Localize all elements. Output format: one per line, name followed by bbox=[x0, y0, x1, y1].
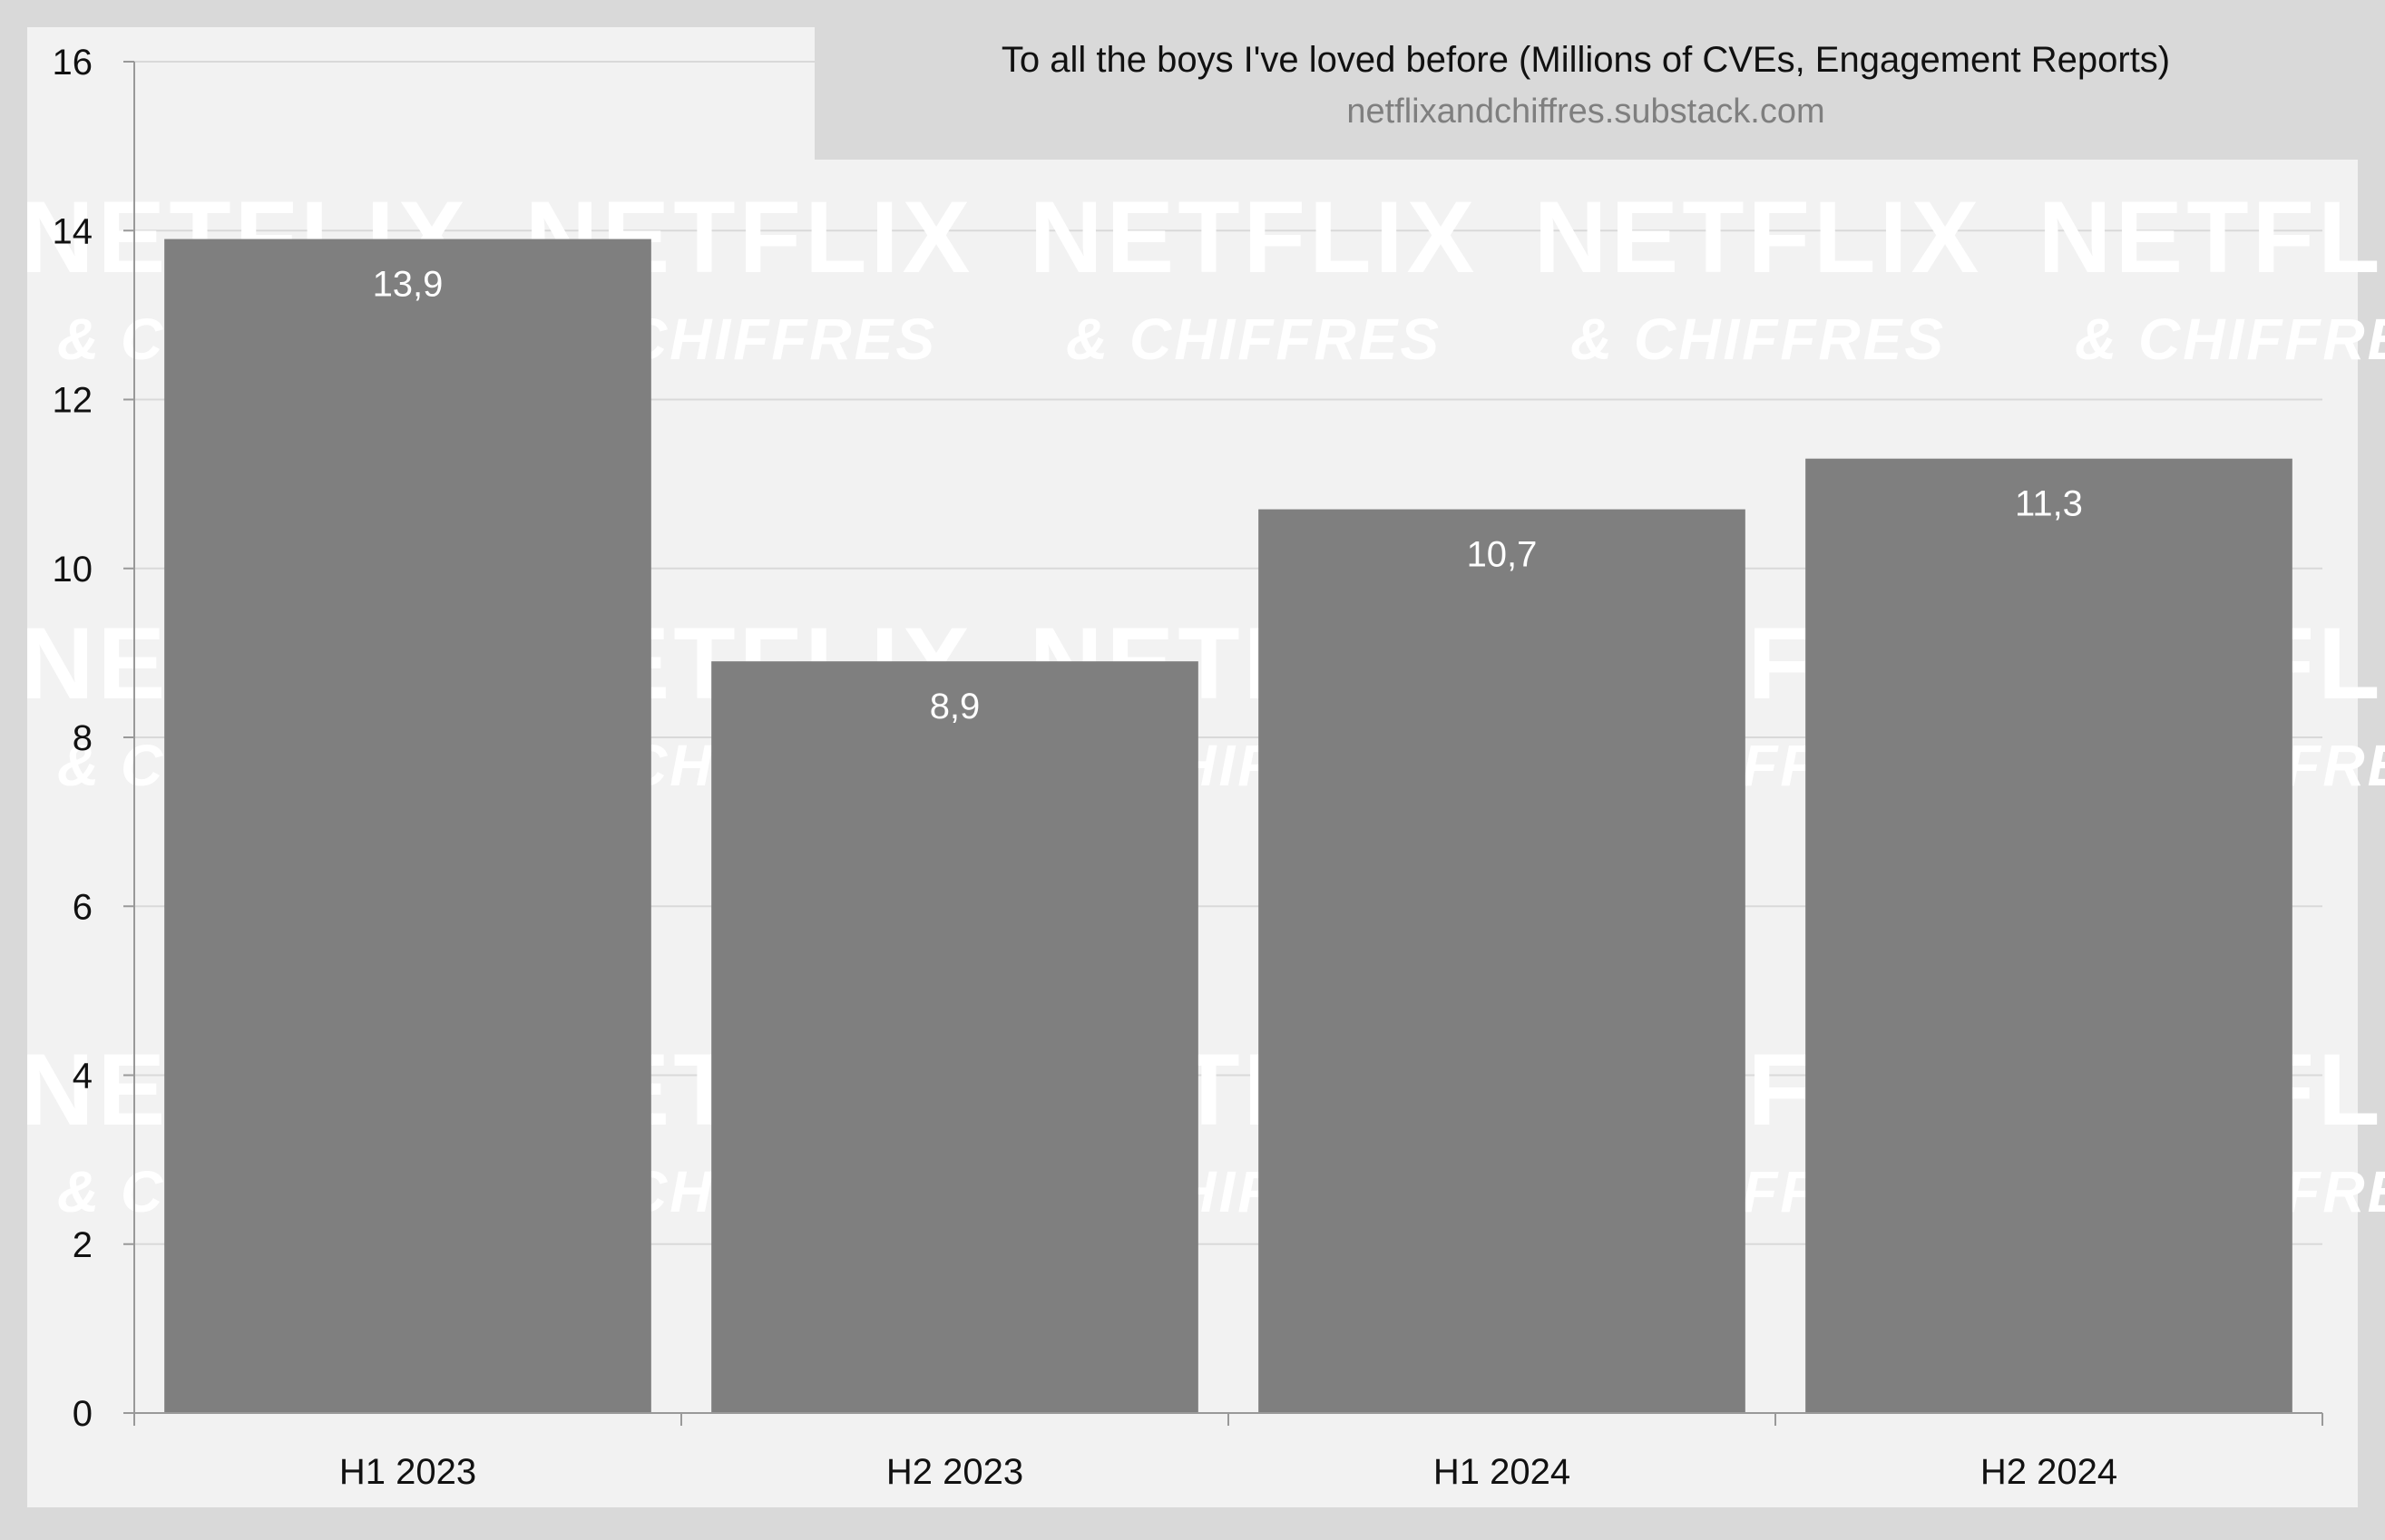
y-tick-label: 12 bbox=[53, 381, 93, 421]
title-box-background bbox=[815, 27, 2358, 160]
watermark-chiffres: & CHIFFRES bbox=[1066, 307, 1442, 372]
data-label: 11,3 bbox=[2015, 484, 2083, 524]
x-tick-label: H1 2023 bbox=[339, 1452, 476, 1492]
chart-title: To all the boys I've loved before (Milli… bbox=[1002, 40, 2170, 80]
watermark-chiffres: & CHIFFRES bbox=[1570, 307, 1946, 372]
x-tick-labels: H1 2023 H2 2023 H1 2024 H2 2024 bbox=[339, 1452, 2117, 1492]
title-box: To all the boys I've loved before (Milli… bbox=[815, 27, 2358, 160]
y-tick-label: 2 bbox=[73, 1225, 93, 1265]
bar bbox=[1258, 509, 1745, 1413]
y-tick-label: 14 bbox=[53, 211, 93, 251]
watermark-netflix: NETFLIX bbox=[1030, 180, 1479, 294]
watermark-netflix: NETFLIX bbox=[2038, 180, 2385, 294]
data-label: 13,9 bbox=[373, 265, 444, 305]
y-tick-label: 10 bbox=[53, 550, 93, 590]
watermark-chiffres: & CHIFFRES bbox=[2075, 307, 2385, 372]
watermark-netflix: NETFLIX bbox=[1534, 180, 1983, 294]
bar bbox=[1805, 458, 2292, 1413]
bars: 13,9 8,9 10,7 11,3 bbox=[164, 239, 2292, 1413]
bar bbox=[711, 661, 1198, 1413]
chart-subtitle: netflixandchiffres.substack.com bbox=[1346, 93, 1824, 131]
axes bbox=[123, 61, 2323, 1426]
x-tick-label: H2 2023 bbox=[886, 1452, 1023, 1492]
x-tick-label: H1 2024 bbox=[1433, 1452, 1570, 1492]
y-tick-label: 0 bbox=[73, 1394, 93, 1434]
bar bbox=[164, 239, 651, 1413]
x-tick-label: H2 2024 bbox=[1980, 1452, 2117, 1492]
data-label: 8,9 bbox=[930, 687, 981, 726]
y-tick-label: 16 bbox=[53, 43, 93, 83]
y-tick-label: 4 bbox=[73, 1057, 93, 1097]
data-label: 10,7 bbox=[1467, 535, 1538, 575]
y-tick-label: 6 bbox=[73, 887, 93, 927]
y-tick-label: 8 bbox=[73, 718, 93, 758]
y-tick-labels: 0 2 4 6 8 10 12 14 16 bbox=[53, 43, 93, 1434]
